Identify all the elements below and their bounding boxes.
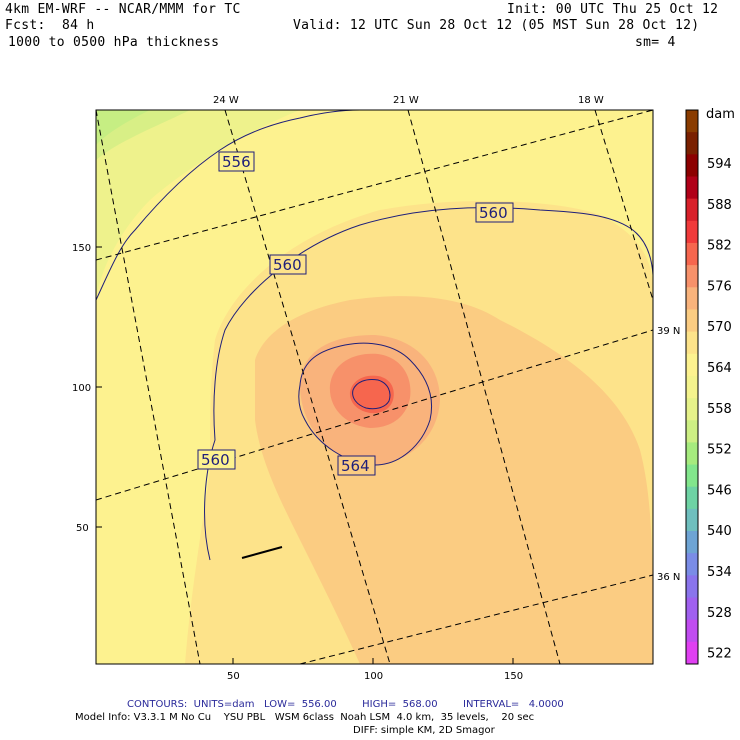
colorbar-swatch: [686, 575, 698, 599]
bottom-tick-100: 100: [364, 671, 383, 682]
left-tick-100: 100: [72, 383, 91, 394]
contour-label-556: 556: [222, 153, 251, 171]
colorbar-level-label: 528: [707, 606, 732, 621]
model-title: 4km EM-WRF -- NCAR/MMM for TC: [5, 2, 241, 17]
colorbar-swatch: [686, 641, 698, 665]
colorbar-swatch: [686, 398, 698, 421]
colorbar-level-label: 588: [707, 198, 732, 213]
contour-label-560-north: 560: [273, 256, 302, 274]
colorbar-swatch: [686, 619, 698, 643]
wind-barb: [241, 546, 283, 559]
colorbar-swatch: [686, 132, 698, 155]
valid-time: Valid: 12 UTC Sun 28 Oct 12 (05 MST Sun …: [293, 18, 700, 33]
colorbar-swatch: [686, 531, 698, 554]
colorbar: 594 588 582 576 570 564 558 552 546 540 534 528 522: [685, 109, 732, 665]
colorbar-swatch: [686, 353, 698, 377]
right-tick-39n: 39 N: [657, 326, 680, 337]
colorbar-swatch: [686, 464, 698, 488]
colorbar-swatch: [686, 265, 698, 288]
model-info: Model Info: V3.3.1 M No Cu YSU PBL WSM 6…: [75, 712, 535, 723]
colorbar-swatch: [686, 486, 698, 510]
colorbar-swatch: [686, 553, 698, 576]
forecast-label: Fcst:: [5, 18, 46, 33]
colorbar-swatch: [686, 508, 698, 532]
colorbar-swatch: [686, 442, 698, 466]
right-tick-36n: 36 N: [657, 572, 680, 583]
colorbar-swatch: [686, 110, 698, 133]
colorbar-level-label: 552: [707, 443, 732, 458]
bottom-tick-50: 50: [227, 671, 240, 682]
colorbar-level-label: 540: [707, 524, 732, 539]
field-name: 1000 to 0500 hPa thickness: [8, 35, 220, 50]
colorbar-swatch: [686, 420, 698, 443]
graticule: [96, 110, 653, 664]
colorbar-level-label: 564: [707, 361, 732, 376]
top-tick-18w: 18 W: [578, 95, 604, 106]
colorbar-swatch: [686, 220, 698, 244]
left-tick-150: 150: [72, 243, 91, 254]
colorbar-swatch: [686, 176, 698, 200]
colorbar-swatch: [686, 331, 698, 355]
map-fill: [96, 110, 653, 664]
bottom-tick-150: 150: [504, 671, 523, 682]
colorbar-level-label: 594: [707, 157, 732, 172]
contour-lines: [96, 110, 653, 561]
top-tick-21w: 21 W: [393, 95, 419, 106]
colorbar-swatch: [686, 309, 698, 333]
colorbar-swatch: [686, 597, 698, 621]
axis-ticks: [96, 246, 514, 664]
colorbar-level-label: 576: [707, 279, 732, 294]
colorbar-swatch: [686, 287, 698, 310]
colorbar-level-label: 558: [707, 402, 732, 417]
colorbar-level-label: 582: [707, 239, 732, 254]
contour-label-group: 556 560 560 560 564: [197, 151, 514, 476]
colorbar-level-label: 534: [707, 565, 732, 580]
smoothing-label: sm= 4: [635, 35, 676, 50]
contour-info: CONTOURS: UNITS=dam LOW= 556.00 HIGH= 56…: [127, 699, 564, 710]
contour-label-560-east: 560: [479, 204, 508, 222]
init-time: Init: 00 UTC Thu 25 Oct 12: [507, 2, 719, 17]
colorbar-swatch: [686, 242, 698, 266]
colorbar-swatch: [686, 154, 698, 177]
forecast-hour: 84 h: [62, 18, 95, 33]
colorbar-swatch: [686, 375, 698, 399]
colorbar-swatch: [686, 198, 698, 222]
contour-label-564: 564: [341, 457, 370, 475]
colorbar-unit: dam: [706, 107, 735, 122]
colorbar-level-label: 570: [707, 320, 732, 335]
colorbar-level-label: 522: [707, 647, 732, 662]
left-tick-50: 50: [76, 523, 89, 534]
colorbar-level-label: 546: [707, 483, 732, 498]
diff-info: DIFF: simple KM, 2D Smagor: [353, 725, 495, 736]
top-tick-24w: 24 W: [213, 95, 239, 106]
colorbar-frame: [685, 109, 699, 665]
contour-label-560-west: 560: [201, 451, 230, 469]
